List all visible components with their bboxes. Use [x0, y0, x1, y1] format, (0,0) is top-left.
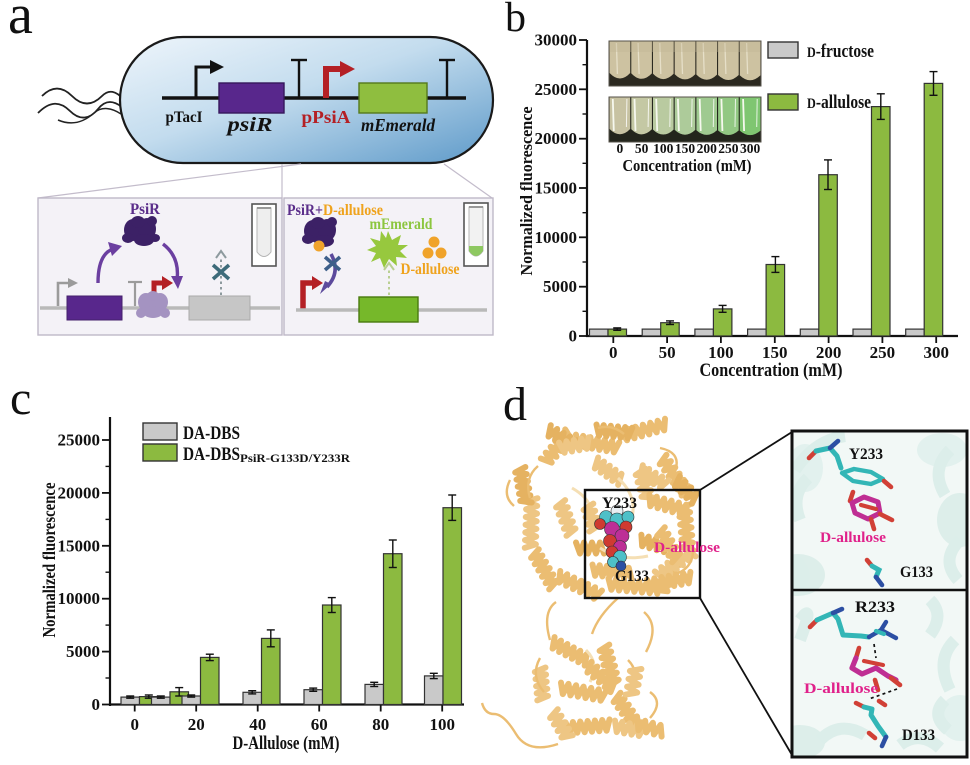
svg-text:5000: 5000 — [66, 642, 100, 661]
svg-text:d: d — [503, 378, 527, 431]
svg-text:mEmerald: mEmerald — [370, 216, 433, 233]
svg-text:250: 250 — [870, 343, 896, 362]
svg-text:5000: 5000 — [543, 277, 577, 296]
svg-text:R233: R233 — [855, 599, 895, 616]
svg-text:15000: 15000 — [535, 179, 578, 198]
svg-text:Normalized fluorescence: Normalized fluorescence — [517, 106, 536, 275]
svg-text:15000: 15000 — [58, 536, 101, 555]
svg-text:DA-DBSPsiR-G133D/Y233R: DA-DBSPsiR-G133D/Y233R — [183, 444, 350, 465]
svg-text:25000: 25000 — [58, 431, 101, 450]
svg-text:0: 0 — [569, 327, 578, 346]
svg-text:PsiR: PsiR — [130, 201, 160, 218]
svg-text:D-allulose: D-allulose — [401, 261, 460, 278]
svg-text:30000: 30000 — [535, 31, 578, 50]
svg-text:b: b — [505, 0, 526, 41]
svg-text:100: 100 — [429, 715, 455, 734]
svg-text:c: c — [10, 372, 31, 425]
svg-text:mEmerald: mEmerald — [361, 115, 436, 135]
svg-text:50: 50 — [635, 141, 649, 156]
svg-text:PsiR+D-allulose: PsiR+D-allulose — [287, 202, 383, 219]
svg-text:Concentration (mM): Concentration (mM) — [700, 360, 843, 381]
svg-text:20000: 20000 — [535, 129, 578, 148]
svg-text:psiR: psiR — [225, 114, 272, 136]
svg-text:a: a — [8, 0, 33, 46]
svg-text:60: 60 — [311, 715, 328, 734]
svg-text:G133: G133 — [615, 568, 649, 585]
svg-text:150: 150 — [762, 343, 788, 362]
svg-text:10000: 10000 — [58, 589, 101, 608]
svg-text:D-fructose: D-fructose — [807, 41, 874, 62]
svg-text:Normalized fluorescence: Normalized fluorescence — [39, 482, 59, 637]
svg-text:pPsiA: pPsiA — [302, 107, 351, 127]
svg-text:50: 50 — [659, 343, 676, 362]
svg-text:25000: 25000 — [535, 80, 578, 99]
svg-text:D-allulose: D-allulose — [654, 540, 720, 556]
svg-text:D-allulose: D-allulose — [807, 92, 871, 113]
svg-text:Y233: Y233 — [849, 446, 883, 463]
svg-text:300: 300 — [923, 343, 949, 362]
svg-text:D-allulose: D-allulose — [804, 681, 878, 697]
svg-text:0: 0 — [92, 695, 101, 714]
svg-text:D133: D133 — [902, 727, 935, 744]
svg-text:0: 0 — [609, 343, 618, 362]
svg-text:0: 0 — [617, 141, 624, 156]
svg-text:150: 150 — [675, 141, 696, 156]
svg-text:D-allulose: D-allulose — [820, 530, 886, 546]
svg-text:200: 200 — [697, 141, 718, 156]
svg-text:80: 80 — [372, 715, 389, 734]
svg-text:20: 20 — [188, 715, 205, 734]
svg-text:G133: G133 — [900, 564, 933, 581]
svg-text:200: 200 — [816, 343, 842, 362]
svg-text:Concentration (mM): Concentration (mM) — [623, 156, 752, 175]
svg-text:20000: 20000 — [58, 483, 101, 502]
svg-text:100: 100 — [708, 343, 734, 362]
svg-text:pTacI: pTacI — [166, 109, 203, 126]
svg-text:40: 40 — [249, 715, 266, 734]
svg-text:D-Allulose (mM): D-Allulose (mM) — [233, 733, 340, 754]
svg-text:0: 0 — [130, 715, 139, 734]
svg-text:10000: 10000 — [535, 228, 578, 247]
svg-text:Y233: Y233 — [602, 495, 637, 512]
svg-text:100: 100 — [653, 141, 674, 156]
svg-text:300: 300 — [740, 141, 761, 156]
svg-text:DA-DBS: DA-DBS — [183, 423, 240, 444]
svg-text:250: 250 — [718, 141, 739, 156]
